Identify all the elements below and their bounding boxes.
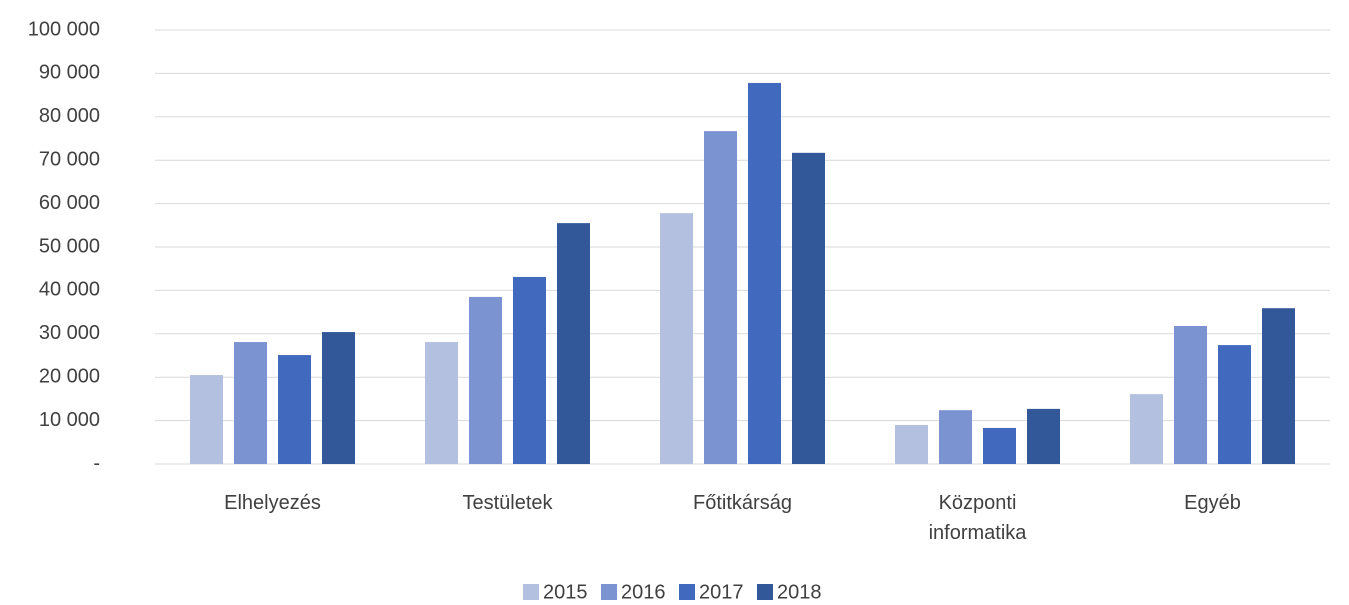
y-tick-label: 30 000	[39, 322, 100, 344]
legend-label: 2015	[543, 581, 588, 603]
y-tick-label: 60 000	[39, 192, 100, 214]
legend-label: 2018	[777, 581, 822, 603]
bar	[748, 82, 781, 464]
x-tick-label: Egyéb	[1184, 492, 1241, 514]
legend-swatch	[601, 584, 617, 600]
legend-swatch	[523, 584, 539, 600]
legend-label: 2016	[621, 581, 666, 603]
bar	[1174, 325, 1207, 464]
bar	[939, 410, 972, 464]
y-tick-label: 100 000	[28, 18, 100, 40]
y-tick-label: 20 000	[39, 365, 100, 387]
legend-swatch	[757, 584, 773, 600]
bar	[983, 427, 1016, 464]
bar	[469, 296, 502, 464]
bar	[1262, 308, 1295, 464]
bar	[557, 223, 590, 464]
y-tick-label: 70 000	[39, 148, 100, 170]
bar	[1218, 345, 1251, 464]
x-tick-label: Főtitkárság	[693, 492, 792, 514]
bar	[1027, 408, 1060, 464]
y-tick-label: -	[93, 452, 100, 474]
y-tick-label: 90 000	[39, 62, 100, 84]
bar	[1130, 394, 1163, 464]
x-tick-label: Központi informatika	[928, 492, 1027, 544]
y-tick-label: 80 000	[39, 105, 100, 127]
bar	[704, 131, 737, 464]
bar	[190, 375, 223, 464]
bar	[895, 424, 928, 464]
bar	[660, 213, 693, 464]
y-tick-label: 50 000	[39, 235, 100, 257]
y-tick-label: 40 000	[39, 279, 100, 301]
bar	[792, 152, 825, 464]
legend-label: 2017	[699, 581, 744, 603]
x-tick-label: Elhelyezés	[224, 492, 321, 514]
x-tick-label: Testületek	[462, 492, 553, 514]
bar	[425, 342, 458, 464]
bar	[513, 276, 546, 464]
y-tick-label: 10 000	[39, 409, 100, 431]
bar	[234, 342, 267, 464]
bar	[278, 355, 311, 464]
bar	[322, 332, 355, 464]
legend-swatch	[679, 584, 695, 600]
